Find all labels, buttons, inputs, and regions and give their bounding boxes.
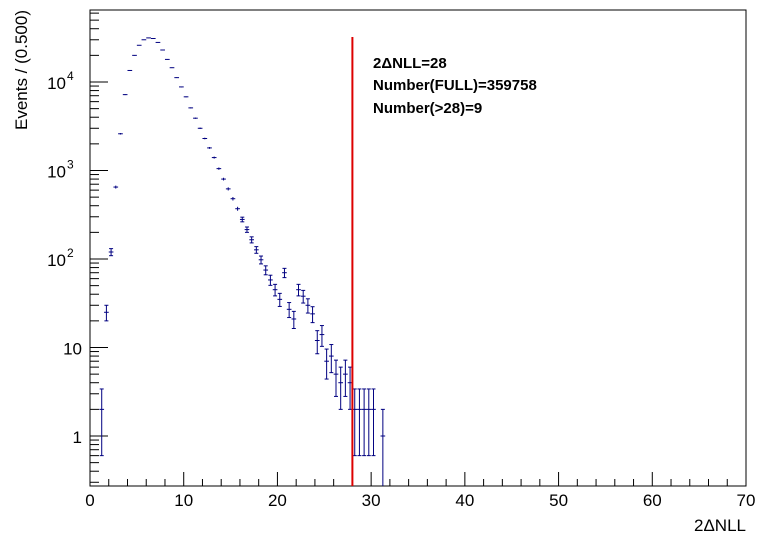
data-point [230, 196, 236, 201]
x-tick-label: 40 [455, 491, 474, 510]
data-point [211, 156, 217, 159]
x-axis-label: 2ΔNLL [694, 516, 746, 535]
annotation-number-full: Number(FULL)=359758 [373, 77, 537, 94]
data-point [225, 187, 231, 191]
data-point [99, 388, 105, 457]
data-point [300, 289, 306, 304]
data-point [268, 274, 273, 286]
y-tick-label: 10 [47, 163, 66, 182]
data-point [113, 185, 119, 189]
y-tick-exponent: 4 [67, 69, 74, 83]
data-point [277, 292, 283, 307]
x-tick-label: 0 [85, 491, 94, 510]
data-points [99, 37, 386, 486]
data-point [239, 216, 245, 223]
data-point [104, 304, 109, 322]
x-tick-label: 70 [737, 491, 756, 510]
data-point [169, 67, 175, 69]
data-point [263, 265, 269, 276]
data-point [108, 248, 114, 257]
data-point [249, 236, 254, 244]
data-point [183, 96, 189, 98]
data-point [160, 49, 165, 51]
plot-frame [89, 9, 747, 487]
data-point [216, 167, 222, 170]
data-point [282, 267, 287, 279]
y-tick-label: 10 [47, 251, 66, 270]
data-point [122, 94, 128, 96]
data-point [118, 133, 123, 135]
data-point [380, 408, 386, 486]
x-tick-label: 10 [174, 491, 193, 510]
data-point [296, 283, 301, 297]
data-point [286, 302, 292, 319]
data-point [343, 359, 348, 397]
data-point [338, 366, 344, 410]
annotation-number-above: Number(>28)=9 [373, 100, 482, 117]
x-tick-label: 50 [549, 491, 568, 510]
data-point [207, 147, 212, 149]
y-tick-exponent: 3 [67, 158, 74, 172]
data-point [352, 388, 358, 457]
data-point [324, 348, 329, 380]
y-axis-label: Events / (0.500) [12, 10, 31, 130]
data-point [127, 69, 133, 71]
annotation-threshold: 2ΔNLL=28 [373, 55, 447, 72]
data-point [333, 359, 339, 397]
data-point [174, 77, 180, 79]
data-point [291, 310, 297, 329]
data-point [310, 306, 315, 324]
data-point [164, 58, 170, 60]
data-point [371, 388, 376, 457]
data-point [361, 388, 367, 457]
data-point [179, 86, 184, 88]
data-point [272, 283, 278, 297]
data-point [314, 330, 320, 355]
data-point [221, 177, 226, 181]
data-point [357, 388, 362, 457]
y-tick-label: 10 [63, 340, 82, 359]
data-point [328, 344, 334, 374]
data-point [244, 226, 250, 233]
data-point [197, 127, 203, 129]
y-tick-label: 10 [47, 74, 66, 93]
data-point [188, 107, 194, 109]
data-point [366, 388, 372, 457]
x-tick-label: 30 [362, 491, 381, 510]
data-point [132, 54, 137, 56]
data-point [254, 246, 259, 254]
y-tick-label: 1 [73, 428, 82, 447]
data-point [305, 298, 311, 314]
data-point [235, 206, 240, 211]
data-point [319, 325, 325, 347]
x-tick-label: 20 [268, 491, 287, 510]
x-axis: 0 10 20 30 40 50 60 70 [85, 472, 755, 510]
data-point [202, 137, 208, 140]
y-tick-exponent: 2 [67, 246, 74, 260]
data-point [193, 117, 198, 119]
x-tick-label: 60 [643, 491, 662, 510]
data-point [258, 255, 264, 265]
